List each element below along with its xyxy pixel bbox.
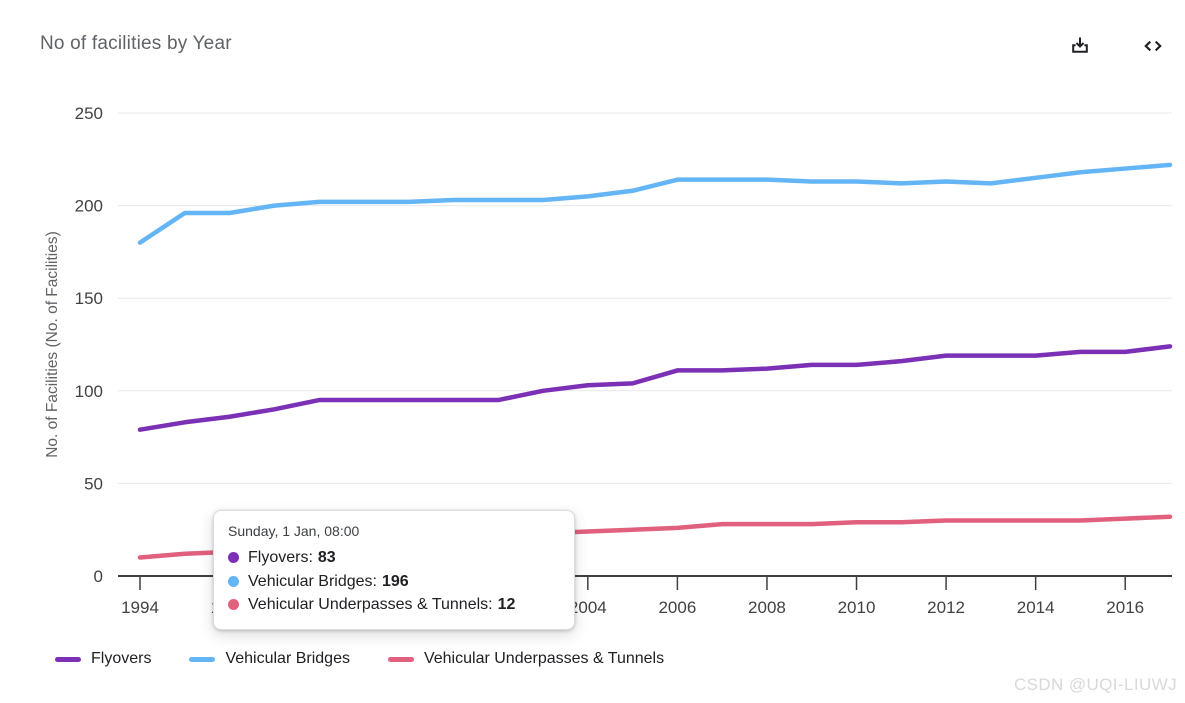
- series-line-vehicular-bridges[interactable]: [137, 162, 1173, 245]
- watermark: CSDN @UQI-LIUWJ: [1013, 675, 1177, 694]
- series-dot-icon: [228, 575, 239, 587]
- tooltip-series-label: Vehicular Bridges:: [248, 572, 377, 590]
- legend-item-vehicular-underpasses-tunnels[interactable]: Vehicular Underpasses & Tunnels: [387, 650, 665, 668]
- tooltip-series-value: 83: [317, 549, 336, 566]
- tooltip-rows: Flyovers: 83 Vehicular Bridges: 196 Vehicula…: [228, 546, 560, 617]
- tooltip-series-value: 196: [381, 572, 409, 590]
- tooltip-series-label: Vehicular Underpasses & Tunnels:: [248, 596, 493, 613]
- y-tick-label: 250: [75, 104, 103, 123]
- x-tick-label: 2016: [1106, 598, 1144, 617]
- x-tick-label: 2014: [1017, 598, 1055, 617]
- legend-item-vehicular-bridges[interactable]: Vehicular Bridges: [189, 650, 350, 668]
- y-tick-label: 200: [75, 197, 103, 216]
- y-tick-label: 150: [75, 289, 103, 308]
- download-button[interactable]: [1062, 28, 1098, 64]
- y-tick-label: 100: [75, 382, 103, 401]
- series-dot-icon: [228, 552, 239, 564]
- x-tick-label: 2004: [569, 598, 607, 617]
- code-icon: [1144, 40, 1162, 52]
- legend-dash-icon: [55, 656, 81, 662]
- embed-code-button[interactable]: [1135, 28, 1171, 64]
- legend-label: Flyovers: [91, 650, 152, 667]
- y-tick-label: 50: [84, 474, 103, 493]
- legend-dash-icon: [189, 656, 216, 662]
- legend-label: Vehicular Bridges: [225, 650, 350, 667]
- chart-legend: Flyovers Vehicular Bridges Vehicular Under…: [55, 650, 664, 668]
- tooltip-title: Sunday, 1 Jan, 08:00: [228, 523, 360, 539]
- x-tick-label: 2010: [838, 598, 876, 617]
- tooltip-series-label: Flyovers:: [248, 549, 313, 566]
- tooltip-series-row: Vehicular Bridges: 196: [228, 570, 560, 594]
- y-axis-title: No. of Facilities (No. of Facilities): [44, 231, 61, 458]
- tooltip-series-row: Flyovers: 83: [228, 546, 560, 570]
- chart-title: No of facilities by Year: [40, 33, 232, 54]
- x-tick-label: 1994: [121, 598, 159, 617]
- legend-label: Vehicular Underpasses & Tunnels: [423, 650, 665, 667]
- x-tick-label: 2006: [658, 598, 696, 617]
- x-tick-label: 2012: [927, 598, 965, 617]
- series-dot-icon: [228, 599, 239, 611]
- line-chart[interactable]: 0501001502002501994199619982000200220042…: [0, 0, 1185, 645]
- download-icon: [1072, 37, 1088, 53]
- legend-item-flyovers[interactable]: Flyovers: [55, 650, 151, 668]
- tooltip-series-value: 12: [497, 596, 516, 613]
- series-line-flyovers[interactable]: [137, 344, 1173, 432]
- x-tick-label: 2008: [748, 598, 786, 617]
- chart-tooltip: Sunday, 1 Jan, 08:00 Flyovers: 83 Vehicula…: [213, 510, 575, 630]
- tooltip-series-row: Vehicular Underpasses & Tunnels: 12: [228, 593, 560, 617]
- y-tick-label: 0: [94, 567, 103, 586]
- header-actions: [1062, 28, 1171, 64]
- legend-dash-icon: [387, 656, 414, 662]
